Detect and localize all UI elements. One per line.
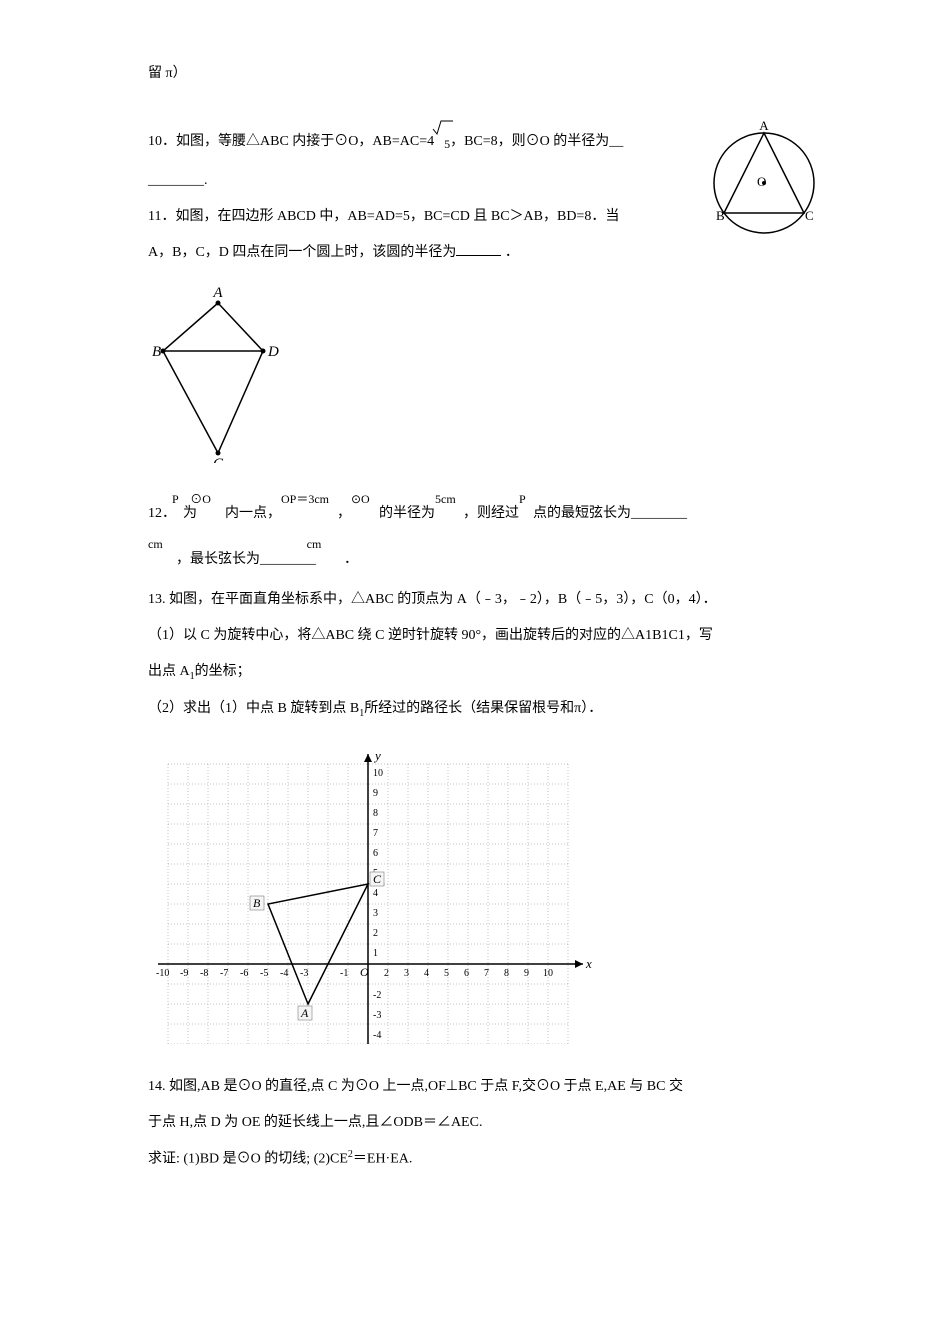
tick-labels: 10987654321 -2-3-4 2345678910 -10-9-8-7-… (156, 768, 553, 1041)
svg-text:-5: -5 (260, 968, 268, 979)
svg-text:10: 10 (373, 768, 383, 779)
q10-text-a: 10．如图，等腰△ABC 内接于⊙O，AB=AC=4 (148, 134, 434, 149)
svg-text:9: 9 (373, 788, 378, 799)
svg-text:-3: -3 (300, 968, 308, 979)
q10-label-o: O (757, 174, 766, 189)
svg-text:5: 5 (444, 968, 449, 979)
q12-s3b: 的半径为 (351, 506, 435, 523)
q12-s1t: P ⊙O (148, 492, 281, 506)
svg-text:9: 9 (524, 968, 529, 979)
svg-text:-8: -8 (200, 968, 208, 979)
q12-l2b: ，最长弦长为________ ． (148, 552, 358, 569)
svg-text:-6: -6 (240, 968, 248, 979)
q12-s4b: ，则经过 (435, 506, 519, 523)
q12-s2t: OP＝3cm (281, 492, 351, 506)
q13-l3b: 的坐标； (195, 664, 251, 679)
q13-figure: {"x0":20,"y0":20,"step":20,"nx":21,"ny":… (148, 744, 598, 1044)
q13-l4b: 所经过的路径长（结果保留根号和π）． (364, 701, 602, 716)
svg-text:1: 1 (373, 948, 378, 959)
svg-text:3: 3 (404, 968, 409, 979)
svg-text:7: 7 (373, 828, 378, 839)
q12-s5t: P (519, 492, 687, 506)
svg-text:-3: -3 (373, 1010, 381, 1021)
svg-text:4: 4 (373, 888, 378, 899)
q12-s5b: 点的最短弦长为________ (519, 506, 687, 523)
svg-text:-10: -10 (156, 968, 169, 979)
c-label: C (373, 872, 382, 886)
svg-text:2: 2 (373, 928, 378, 939)
svg-text:10: 10 (543, 968, 553, 979)
x-arrow-icon (575, 960, 583, 968)
q14-line3: 求证: (1)BD 是⊙O 的切线; (2)CE2＝EH·EA. (148, 1145, 802, 1174)
q14-line1: 14. 如图,AB 是⊙O 的直径,点 C 为⊙O 上一点,OF⊥BC 于点 F… (148, 1073, 802, 1101)
svg-text:6: 6 (464, 968, 469, 979)
q11-label-d: D (267, 344, 279, 360)
svg-text:8: 8 (504, 968, 509, 979)
radical-icon (432, 119, 454, 137)
svg-text:2: 2 (384, 968, 389, 979)
q13-line2: （1）以 C 为旋转中心，将△ABC 绕 C 逆时针旋转 90°，画出旋转后的对… (148, 622, 802, 650)
a-label: A (300, 1006, 309, 1020)
q11-line1: 11．如图，在四边形 ABCD 中，AB=AD=5，BC=CD 且 BC＞AB，… (148, 203, 802, 231)
q11-label-c: C (213, 456, 224, 463)
x-label: x (585, 956, 592, 971)
q10-label-a: A (759, 118, 769, 133)
q12-s2b: ， (281, 506, 351, 523)
q10-text: 10．如图，等腰△ABC 内接于⊙O，AB=AC=45，BC=8，则⊙O 的半径… (148, 128, 802, 159)
svg-text:7: 7 (484, 968, 489, 979)
q10-blank: ________. (148, 167, 802, 195)
b-label: B (253, 896, 261, 910)
q14-line2: 于点 H,点 D 为 OE 的延长线上一点,且∠ODB＝∠AEC. (148, 1109, 802, 1137)
svg-text:3: 3 (373, 908, 378, 919)
question-12: P ⊙O 12． 为 内一点， OP＝3cm ， ⊙O 的半径为 5cm ，则经… (148, 492, 802, 568)
svg-text:4: 4 (424, 968, 429, 979)
q10-figure: A O B C (707, 118, 822, 238)
q10-text-b: ，BC=8，则⊙O 的半径为__ (450, 134, 623, 149)
q14-l3b: ＝EH·EA. (353, 1152, 413, 1167)
svg-text:8: 8 (373, 808, 378, 819)
svg-text:-7: -7 (220, 968, 228, 979)
q13-l4a: （2）求出（1）中点 B 旋转到点 B (148, 701, 359, 716)
q14-l3a: 求证: (1)BD 是⊙O 的切线; (2)CE (148, 1152, 348, 1167)
q10-label-c: C (805, 208, 814, 223)
svg-text:-4: -4 (280, 968, 288, 979)
q11-line2a: A，B，C，D 四点在同一个圆上时，该圆的半径为 (148, 245, 456, 260)
question-14: 14. 如图,AB 是⊙O 的直径,点 C 为⊙O 上一点,OF⊥BC 于点 F… (148, 1073, 802, 1174)
q11-line2b: ． (501, 245, 519, 260)
y-arrow-icon (364, 754, 372, 762)
q13-line3: 出点 A1的坐标； (148, 658, 802, 687)
q11-figure: A B D C (148, 283, 298, 463)
svg-text:-1: -1 (340, 968, 348, 979)
y-label: y (373, 748, 381, 763)
question-10: 10．如图，等腰△ABC 内接于⊙O，AB=AC=45，BC=8，则⊙O 的半径… (148, 128, 802, 195)
svg-text:6: 6 (373, 848, 378, 859)
q13-line1: 13. 如图，在平面直角坐标系中，△ABC 的顶点为 A（﹣3，﹣2），B（﹣5… (148, 586, 802, 614)
q12-s3t: ⊙O (351, 492, 435, 506)
q11-label-a: A (212, 285, 223, 301)
origin-label: O (360, 965, 369, 979)
q10-label-b: B (716, 208, 725, 223)
page-header: 留 π） (148, 60, 802, 88)
q11-label-b: B (152, 344, 161, 360)
q12-l2t: cm cm (148, 537, 358, 551)
q11-blank (456, 240, 501, 256)
q12-s4t: 5cm (435, 492, 519, 506)
sqrt5-val: 5 (434, 137, 450, 151)
q11-line2: A，B，C，D 四点在同一个圆上时，该圆的半径为 ． (148, 239, 802, 267)
svg-text:-4: -4 (373, 1030, 381, 1041)
question-11: 11．如图，在四边形 ABCD 中，AB=AD=5，BC=CD 且 BC＞AB，… (148, 203, 802, 482)
svg-text:-9: -9 (180, 968, 188, 979)
q13-l3a: 出点 A (148, 664, 190, 679)
svg-text:-2: -2 (373, 990, 381, 1001)
sqrt5: 5 (434, 131, 450, 159)
q13-line4: （2）求出（1）中点 B 旋转到点 B1所经过的路径长（结果保留根号和π）． (148, 695, 802, 724)
question-13: 13. 如图，在平面直角坐标系中，△ABC 的顶点为 A（﹣3，﹣2），B（﹣5… (148, 586, 802, 1067)
q12-s1b: 12． 为 内一点， (148, 506, 281, 523)
